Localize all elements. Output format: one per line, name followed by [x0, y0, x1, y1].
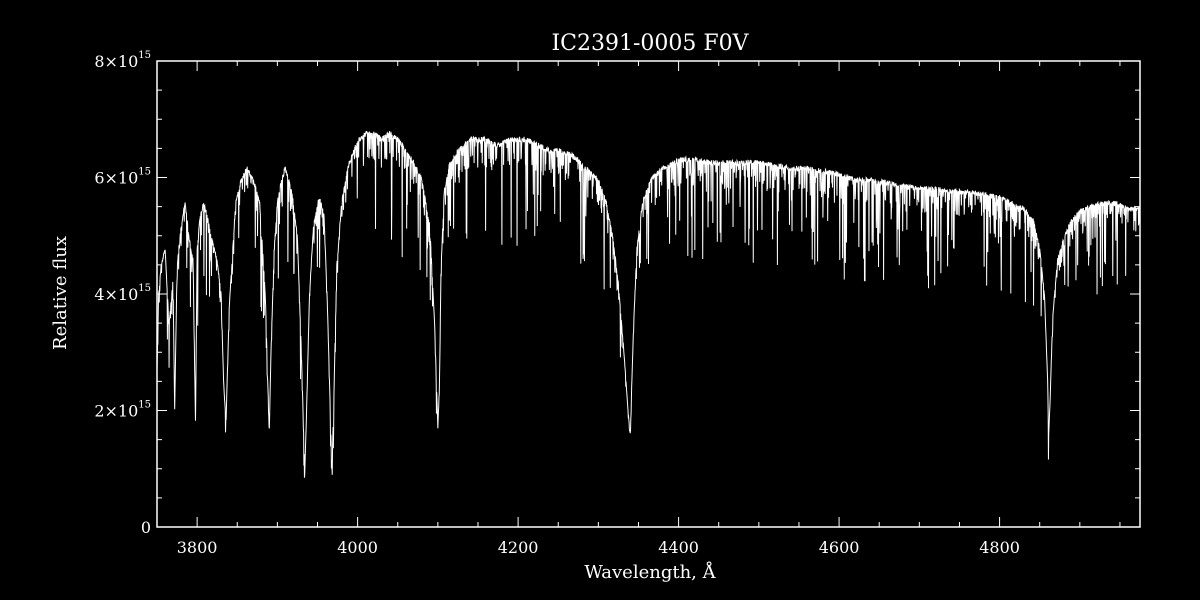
- spectrum-line: [157, 130, 1140, 478]
- x-axis: 3800 4000 4200 4400 4600 4800: [156, 61, 1121, 557]
- chart-title: IC2391-0005 F0V: [551, 31, 749, 56]
- y-tick-label: 8×1015: [94, 50, 151, 71]
- x-tick-label: 4400: [658, 538, 699, 557]
- x-tick-label: 4800: [979, 538, 1020, 557]
- x-tick-label: 4000: [337, 538, 378, 557]
- x-tick-label: 4600: [819, 538, 860, 557]
- y-tick-label: 4×1015: [94, 283, 151, 304]
- x-tick-label: 4200: [498, 538, 539, 557]
- plot-area: [156, 60, 1141, 528]
- x-tick-label: 3800: [177, 538, 218, 557]
- y-axis-label: Relative flux: [50, 236, 71, 350]
- y-tick-label: 0: [141, 518, 151, 537]
- x-axis-label: Wavelength, Å: [584, 561, 716, 583]
- y-axis: 0 2×1015 4×1015 6×1015 8×1015: [94, 50, 1140, 537]
- y-tick-label: 6×1015: [94, 167, 151, 188]
- y-tick-label: 2×1015: [94, 400, 151, 421]
